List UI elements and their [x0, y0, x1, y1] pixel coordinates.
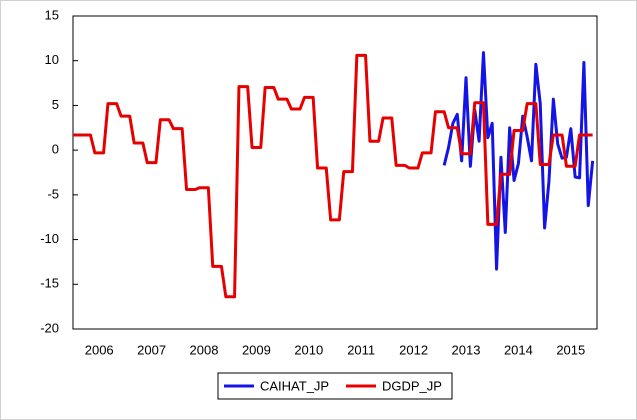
x-tick-label: 2011: [347, 342, 375, 357]
y-tick-label: 5: [52, 97, 59, 112]
x-tick-label: 2013: [452, 342, 481, 357]
series-line: [73, 53, 593, 299]
x-tick-label: 2007: [137, 342, 166, 357]
x-tick-label: 2010: [294, 342, 323, 357]
y-tick-label: 15: [45, 7, 59, 22]
y-tick-label: -20: [40, 320, 59, 335]
series-line: [442, 51, 595, 271]
y-tick-label: -15: [40, 276, 59, 291]
y-tick-label: -10: [40, 231, 59, 246]
y-tick-label: 10: [45, 52, 59, 67]
x-tick-label: 2014: [504, 342, 533, 357]
x-tick-label: 2012: [399, 342, 428, 357]
x-tick-label: 2006: [85, 342, 114, 357]
x-tick-label: 2015: [556, 342, 585, 357]
y-tick-label: 0: [52, 142, 59, 157]
legend-label: CAIHAT_JP: [260, 378, 329, 393]
legend-label: DGDP_JP: [382, 378, 442, 393]
legend-box: [217, 372, 453, 400]
plot-area: [72, 15, 598, 330]
y-tick-label: -5: [47, 186, 59, 201]
x-tick-label: 2009: [242, 342, 271, 357]
x-tick-label: 2008: [190, 342, 219, 357]
